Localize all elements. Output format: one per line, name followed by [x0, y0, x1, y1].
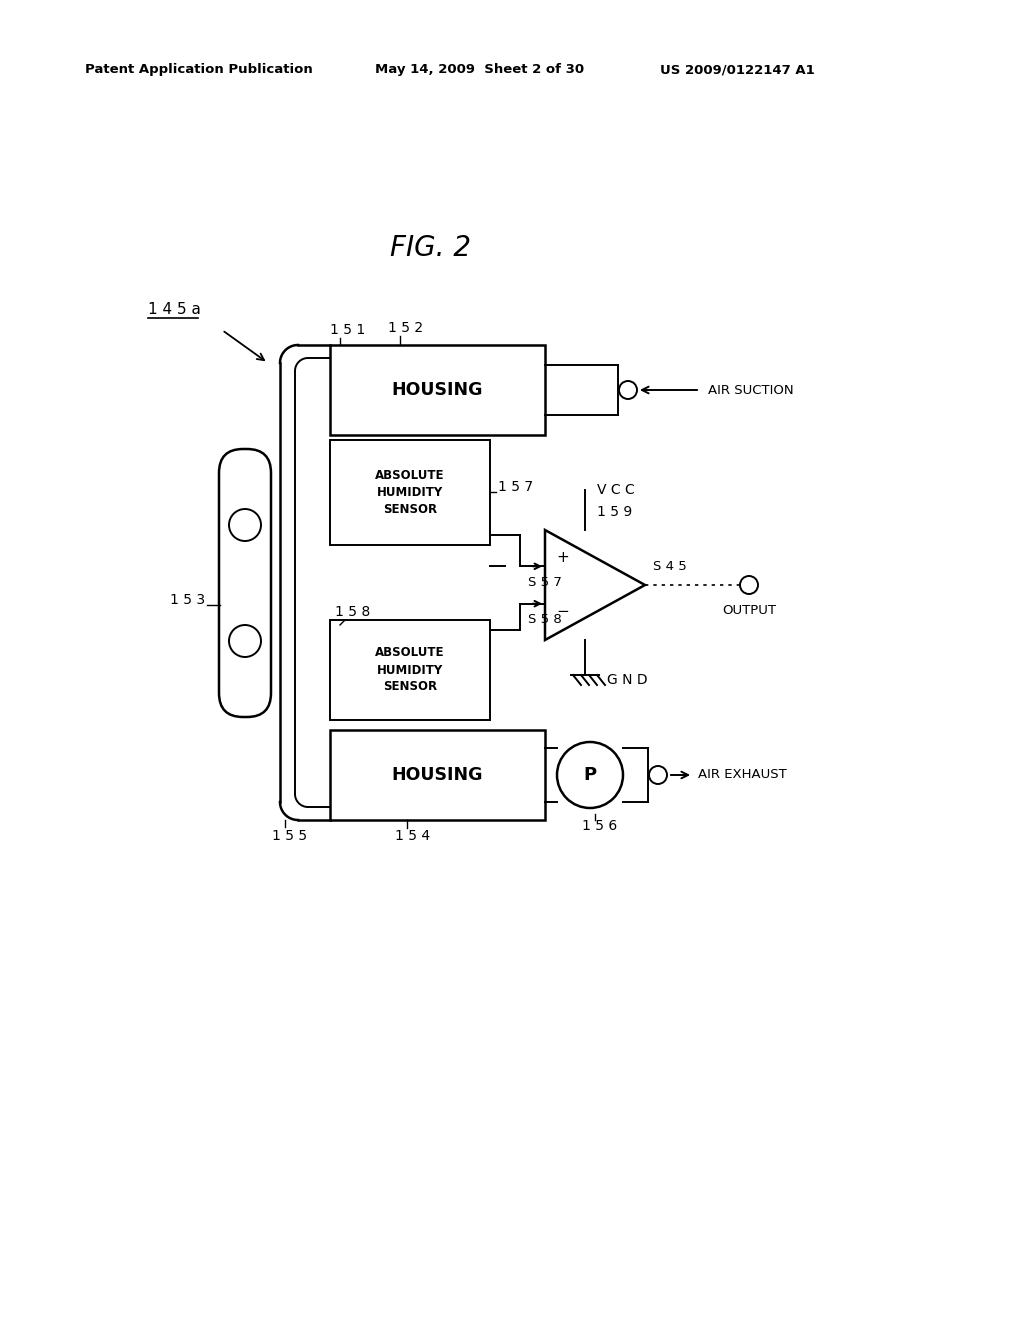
Text: HOUSING: HOUSING: [392, 381, 483, 399]
Circle shape: [649, 766, 667, 784]
Text: 1 5 8: 1 5 8: [335, 605, 371, 619]
Text: AIR SUCTION: AIR SUCTION: [708, 384, 794, 396]
Text: 1 5 9: 1 5 9: [597, 506, 632, 519]
Text: FIG. 2: FIG. 2: [389, 234, 470, 261]
Text: S 5 7: S 5 7: [528, 576, 562, 589]
Text: 1 5 2: 1 5 2: [388, 321, 423, 335]
Text: HOUSING: HOUSING: [392, 766, 483, 784]
Circle shape: [618, 381, 637, 399]
Circle shape: [229, 510, 261, 541]
Bar: [330, 620, 490, 719]
Bar: [330, 730, 545, 820]
Circle shape: [740, 576, 758, 594]
Text: 1 5 7: 1 5 7: [498, 480, 534, 494]
Text: S 4 5: S 4 5: [653, 561, 687, 573]
Bar: [330, 440, 490, 545]
Text: 1 5 5: 1 5 5: [272, 829, 307, 843]
Text: 1 5 6: 1 5 6: [582, 818, 617, 833]
Text: V C C: V C C: [597, 483, 635, 498]
Polygon shape: [545, 531, 645, 640]
Text: G N D: G N D: [607, 673, 647, 686]
Text: 1 5 4: 1 5 4: [395, 829, 430, 843]
Text: 1 5 3: 1 5 3: [170, 593, 205, 607]
Text: OUTPUT: OUTPUT: [722, 603, 776, 616]
Text: Patent Application Publication: Patent Application Publication: [85, 63, 312, 77]
Text: P: P: [584, 766, 597, 784]
Text: AIR EXHAUST: AIR EXHAUST: [698, 768, 786, 781]
Bar: [330, 345, 545, 436]
Text: S 5 8: S 5 8: [528, 614, 562, 626]
Text: +: +: [557, 550, 569, 565]
Text: ABSOLUTE
HUMIDITY
SENSOR: ABSOLUTE HUMIDITY SENSOR: [375, 647, 444, 693]
Text: 1 5 1: 1 5 1: [330, 323, 366, 337]
Text: 1 4 5 a: 1 4 5 a: [148, 302, 201, 318]
Text: ABSOLUTE
HUMIDITY
SENSOR: ABSOLUTE HUMIDITY SENSOR: [375, 469, 444, 516]
Text: US 2009/0122147 A1: US 2009/0122147 A1: [660, 63, 815, 77]
Circle shape: [229, 624, 261, 657]
FancyBboxPatch shape: [219, 449, 271, 717]
Circle shape: [557, 742, 623, 808]
Text: May 14, 2009  Sheet 2 of 30: May 14, 2009 Sheet 2 of 30: [375, 63, 584, 77]
Text: −: −: [557, 605, 569, 619]
